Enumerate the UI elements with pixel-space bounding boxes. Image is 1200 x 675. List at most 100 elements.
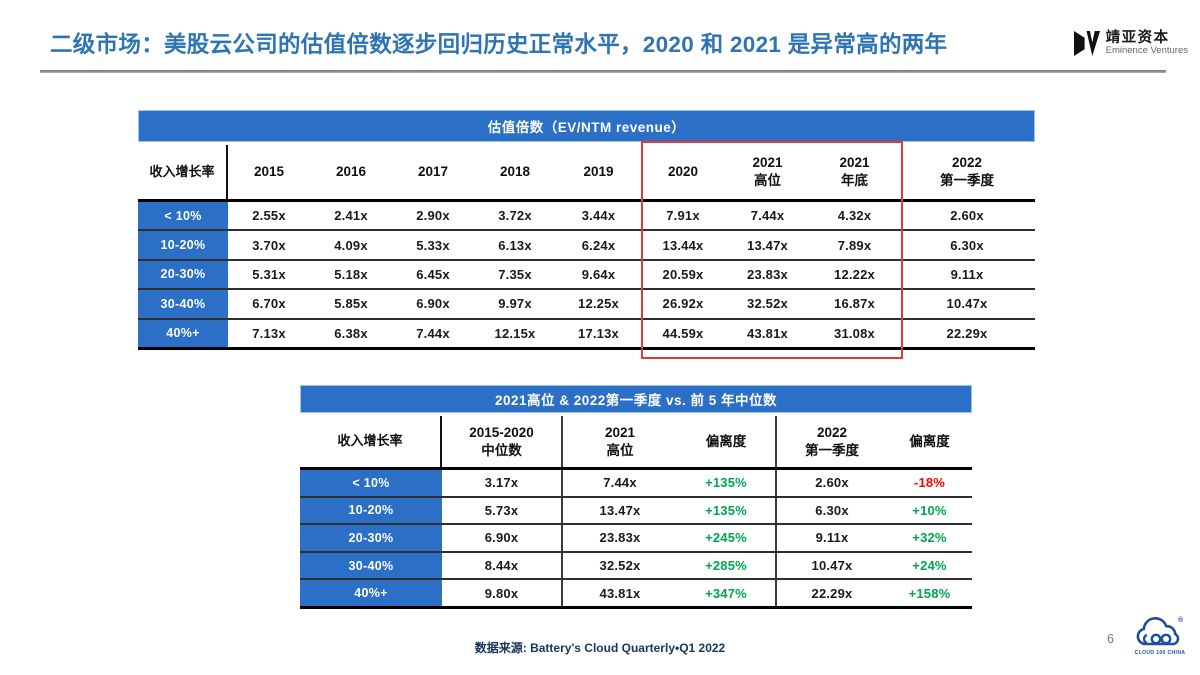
table-cell: 13.47x [599, 502, 641, 518]
table-cell: 7.44x [416, 325, 450, 341]
column-header: 2021 高位 [752, 155, 783, 188]
column-header: 2021 年底 [839, 155, 870, 188]
table-cell: 2.60x [815, 475, 849, 491]
table-cell: 5.31x [252, 266, 286, 282]
table-cell: 7.13x [252, 325, 286, 341]
table-cell: 5.33x [416, 237, 450, 253]
table-cell: 6.24x [581, 237, 616, 253]
column-header: 2022 第一季度 [940, 155, 994, 188]
table-cell: 7.44x [750, 208, 785, 224]
table1-banner: 估值倍数（EV/NTM revenue） [138, 110, 1035, 142]
table-cell: +24% [912, 558, 947, 574]
eminence-ventures-logo: 靖亚资本 Eminence Ventures [1073, 30, 1188, 57]
table-cell: 12.15x [494, 325, 536, 341]
table-cell: 23.83x [599, 530, 641, 546]
table-cell: +32% [912, 530, 947, 546]
table-cell: 9.11x [815, 530, 849, 546]
table-cell: 9.97x [498, 296, 532, 312]
table-cell: +347% [677, 580, 777, 606]
table-cell: 9.64x [581, 266, 616, 282]
table-cell: 2.41x [334, 208, 368, 224]
table-cell: 6.70x [252, 296, 286, 312]
table-cell: 6.90x [442, 525, 563, 551]
table-cell: +158% [908, 585, 951, 601]
table-cell: 6.45x [416, 266, 450, 282]
cloud-100-china-logo: ® CLOUD 100 CHINA [1132, 614, 1188, 656]
table-cell: 26.92x [662, 296, 704, 312]
table-row: 20-30% 6.90x 23.83x +245% 9.11x +32% [300, 525, 972, 553]
column-header: 2016 [335, 164, 367, 180]
table-cell: +285% [677, 552, 777, 579]
column-header: 2018 [499, 164, 531, 180]
page-number: 6 [1107, 632, 1114, 646]
column-header: 2021 高位 [604, 424, 636, 458]
column-header: 2022 第一季度 [805, 424, 859, 458]
eminence-logo-icon [1073, 30, 1100, 57]
table-row: 30-40% 8.44x 32.52x +285% 10.47x +24% [300, 552, 972, 581]
row-label: 30-40% [138, 290, 228, 318]
data-source-note: 数据来源: Battery's Cloud Quarterly•Q1 2022 [474, 641, 726, 655]
table1-header-row: 收入增长率 2015 2016 2017 2018 2019 2020 2021… [138, 145, 1035, 202]
table-cell: -18% [913, 475, 946, 491]
table-row: 20-30% 5.31x 5.18x 6.45x 7.35x 9.64x 20.59x 23.… [138, 260, 1035, 291]
table-cell: 43.81x [599, 585, 641, 601]
table-cell: 7.35x [498, 266, 532, 282]
column-header: 2015 [253, 164, 285, 180]
table-cell: 4.32x [837, 208, 872, 224]
valuation-multiples-table: 估值倍数（EV/NTM revenue） 收入增长率 2015 2016 201… [138, 110, 1035, 359]
table-cell: 9.80x [442, 580, 563, 606]
table-cell: 2.60x [950, 208, 984, 224]
table-cell: +135% [677, 497, 777, 524]
row-label: < 10% [138, 202, 228, 230]
table-row: 40%+ 7.13x 6.38x 7.44x 12.15x 17.13x 44.59x 43.… [138, 319, 1035, 350]
cloud-icon: ® [1136, 616, 1184, 646]
table-cell: 22.29x [811, 585, 853, 601]
column-header: 2019 [583, 164, 614, 180]
row-header-label: 收入增长率 [300, 416, 442, 467]
column-header: 2020 [667, 164, 699, 180]
table-cell: 12.25x [578, 296, 619, 312]
table-cell: 23.83x [747, 266, 788, 282]
table-cell: 3.70x [252, 237, 286, 253]
table-cell: 3.17x [442, 470, 563, 496]
table-cell: 5.73x [442, 497, 563, 524]
row-label: 10-20% [138, 231, 228, 259]
table-cell: 12.22x [834, 266, 875, 282]
column-header: 2015-2020 中位数 [442, 416, 563, 467]
table-row: < 10% 3.17x 7.44x +135% 2.60x -18% [300, 470, 972, 498]
table-cell: +10% [912, 502, 947, 518]
table-cell: 22.29x [946, 325, 988, 341]
title-divider [40, 70, 1166, 73]
table-cell: 6.90x [416, 296, 450, 312]
cloud-logo-caption: CLOUD 100 CHINA [1134, 650, 1186, 656]
table1-body: < 10% 2.55x 2.41x 2.90x 3.72x 3.44x 7.91x 7.44x… [138, 202, 1035, 350]
table-cell: 32.52x [599, 558, 641, 574]
table-cell: 13.47x [747, 237, 788, 253]
table2-header-row: 收入增长率 2015-2020 中位数 2021 高位 偏离度 2022 第一季… [300, 416, 972, 470]
table-row: 30-40% 6.70x 5.85x 6.90x 9.97x 12.25x 26.92x 32… [138, 290, 1035, 320]
table-cell: 8.44x [442, 552, 563, 579]
column-header: 偏离度 [677, 416, 777, 467]
deviation-table: 2021高位 & 2022第一季度 vs. 前 5 年中位数 收入增长率 201… [300, 385, 972, 609]
table-cell: 3.44x [581, 208, 616, 224]
row-label: 20-30% [300, 525, 442, 551]
row-label: 30-40% [300, 552, 442, 579]
row-label: 40%+ [138, 319, 228, 347]
table-cell: 31.08x [834, 325, 875, 341]
row-label: < 10% [300, 470, 442, 496]
table-cell: 5.85x [334, 296, 368, 312]
page-title: 二级市场：美股云公司的估值倍数逐步回归历史正常水平，2020 和 2021 是异… [50, 32, 948, 57]
row-label: 40%+ [300, 580, 442, 606]
table-cell: 4.09x [334, 237, 368, 253]
table-cell: 17.13x [578, 325, 619, 341]
table-cell: 2.55x [252, 208, 286, 224]
table-row: 40%+ 9.80x 43.81x +347% 22.29x +158% [300, 580, 972, 609]
table-cell: 10.47x [946, 296, 988, 312]
table-cell: 10.47x [811, 558, 853, 574]
table-cell: 7.91x [666, 208, 700, 224]
table-cell: 16.87x [834, 296, 875, 312]
table-cell: 6.30x [950, 237, 984, 253]
column-header: 偏离度 [909, 433, 950, 449]
row-label: 10-20% [300, 497, 442, 524]
row-label: 20-30% [138, 260, 228, 289]
